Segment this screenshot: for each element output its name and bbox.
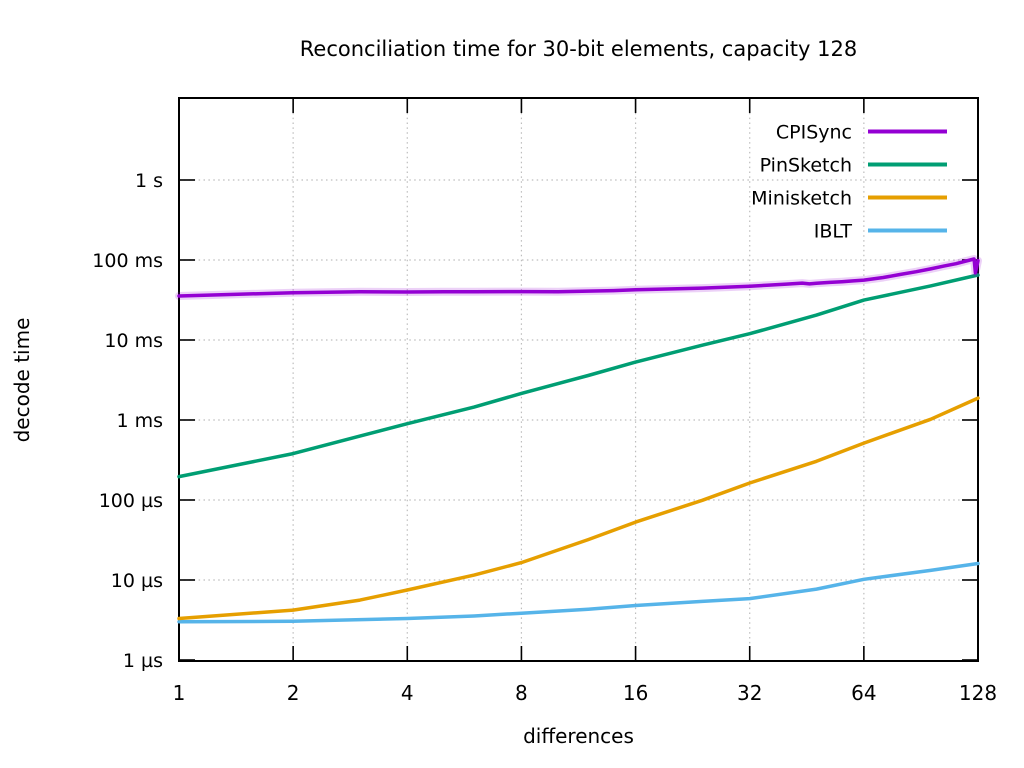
x-tick-label: 64 bbox=[851, 681, 876, 705]
y-tick-label: 10 µs bbox=[111, 570, 163, 592]
y-tick-label: 10 ms bbox=[104, 330, 163, 352]
x-axis-label: differences bbox=[523, 724, 634, 748]
x-tick-label: 128 bbox=[959, 681, 997, 705]
x-tick-label: 2 bbox=[287, 681, 300, 705]
plot-frame bbox=[178, 97, 979, 662]
x-tick-label: 8 bbox=[515, 681, 528, 705]
series-line-cpisync bbox=[177, 257, 980, 298]
y-tick-label: 1 s bbox=[135, 170, 163, 192]
x-tick-label: 4 bbox=[401, 681, 414, 705]
legend-label-iblt: IBLT bbox=[814, 221, 853, 243]
series-line-iblt bbox=[177, 561, 980, 624]
y-tick-label: 1 ms bbox=[116, 410, 163, 432]
x-tick-label: 1 bbox=[173, 681, 186, 705]
x-tick-label: 16 bbox=[623, 681, 648, 705]
y-tick-label: 100 µs bbox=[99, 490, 163, 512]
y-tick-label: 100 ms bbox=[92, 250, 163, 272]
chart-title: Reconciliation time for 30-bit elements,… bbox=[299, 37, 858, 61]
legend-label-cpisync: CPISync bbox=[776, 122, 852, 144]
x-tick-label: 32 bbox=[737, 681, 762, 705]
legend-label-pinsketch: PinSketch bbox=[760, 155, 852, 177]
series-line-minisketch bbox=[177, 396, 980, 621]
legend-label-minisketch: Minisketch bbox=[751, 188, 852, 210]
series-line-pinsketch bbox=[177, 273, 980, 479]
y-tick-label: 1 µs bbox=[123, 650, 163, 672]
